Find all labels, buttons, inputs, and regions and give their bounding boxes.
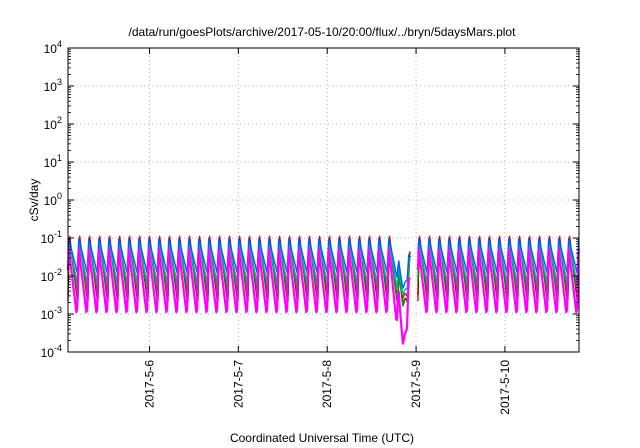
y-tick-label: 102 bbox=[44, 115, 62, 132]
series-line bbox=[417, 237, 580, 274]
x-tick-label: 2017-5-7 bbox=[231, 360, 245, 408]
series-line bbox=[416, 248, 580, 314]
y-tick-label: 10-1 bbox=[41, 229, 62, 246]
series-line bbox=[67, 237, 411, 289]
grid bbox=[68, 48, 579, 352]
y-tick-label: 10-2 bbox=[41, 267, 62, 284]
y-tick-label: 100 bbox=[44, 191, 62, 208]
y-axis: 10-4 10-3 10-2 10-1 100 101 102 103 104 bbox=[41, 39, 579, 360]
y-tick-label: 103 bbox=[44, 77, 62, 94]
chart-title: /data/run/goesPlots/archive/2017-05-10/2… bbox=[129, 25, 517, 39]
y-tick-label: 10-3 bbox=[41, 305, 62, 322]
series-line bbox=[67, 242, 411, 296]
x-tick-label: 2017-5-10 bbox=[498, 360, 512, 415]
x-tick-label: 2017-5-8 bbox=[320, 360, 334, 408]
x-tick-label: 2017-5-9 bbox=[409, 360, 423, 408]
y-tick-label: 10-4 bbox=[41, 343, 62, 360]
x-axis-label: Coordinated Universal Time (UTC) bbox=[230, 431, 414, 445]
y-axis-label: cSv/day bbox=[27, 179, 41, 222]
series-line bbox=[66, 248, 411, 345]
x-tick-label: 2017-5-6 bbox=[142, 360, 156, 408]
x-axis: 2017-5-6 2017-5-7 2017-5-8 2017-5-9 2017-5-1… bbox=[142, 48, 512, 415]
series-group bbox=[66, 235, 580, 345]
y-tick-label: 104 bbox=[44, 39, 62, 56]
y-tick-label: 101 bbox=[44, 153, 62, 170]
